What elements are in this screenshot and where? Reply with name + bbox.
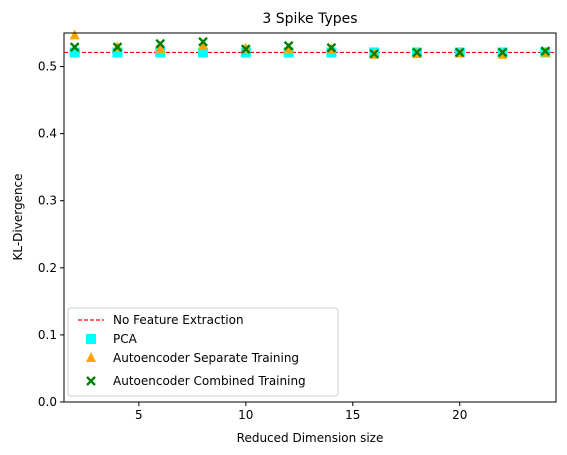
y-tick-label: 0.4 bbox=[38, 127, 57, 141]
x-tick-label: 10 bbox=[238, 408, 253, 422]
legend-label-no-feature-extraction: No Feature Extraction bbox=[113, 313, 244, 327]
legend-label-autoencoder-combined: Autoencoder Combined Training bbox=[113, 374, 306, 388]
y-tick-label: 0.0 bbox=[38, 395, 57, 409]
legend-label-autoencoder-separate: Autoencoder Separate Training bbox=[113, 351, 299, 365]
y-tick-label: 0.2 bbox=[38, 261, 57, 275]
legend: No Feature Extraction PCA Autoencoder Se… bbox=[68, 308, 338, 396]
legend-label-pca: PCA bbox=[113, 332, 138, 346]
x-tick-label: 20 bbox=[452, 408, 467, 422]
chart-title: 3 Spike Types bbox=[262, 11, 357, 27]
y-tick-label: 0.5 bbox=[38, 60, 57, 74]
y-axis-label: KL-Divergence bbox=[11, 173, 25, 260]
x-tick-label: 5 bbox=[135, 408, 143, 422]
x-tick-label: 15 bbox=[345, 408, 360, 422]
y-tick-label: 0.1 bbox=[38, 328, 57, 342]
legend-marker-pca bbox=[86, 334, 96, 344]
y-tick-label: 0.3 bbox=[38, 194, 57, 208]
x-axis-label: Reduced Dimension size bbox=[237, 431, 384, 445]
